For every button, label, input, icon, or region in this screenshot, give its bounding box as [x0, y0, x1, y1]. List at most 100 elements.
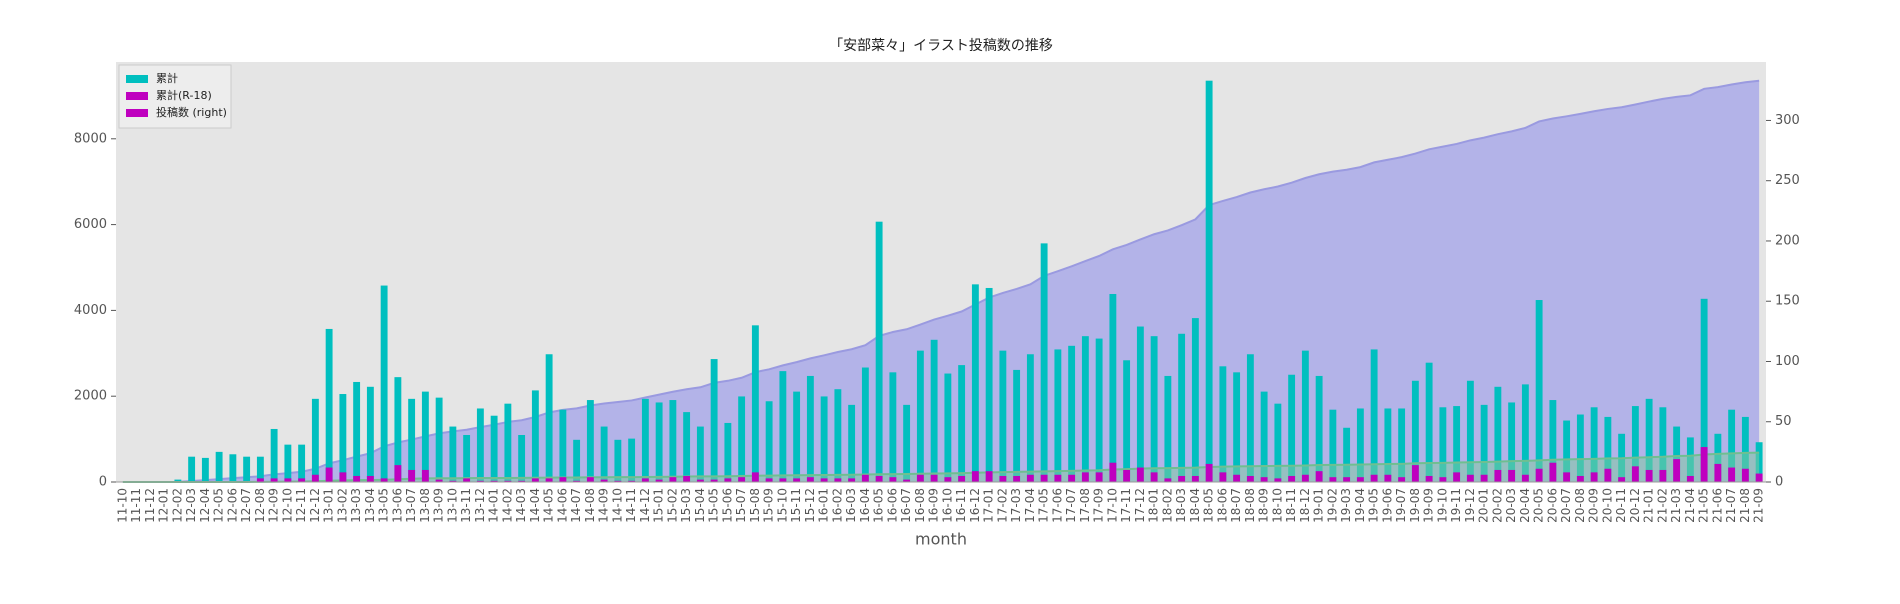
y-tick-label: 4000 [74, 303, 107, 318]
area-fill [122, 452, 1760, 482]
x-tick-label: 16-05 [872, 488, 886, 523]
x-tick-label: 17-03 [1009, 488, 1023, 523]
x-tick-label: 14-04 [528, 488, 542, 523]
x-tick-label: 13-06 [390, 488, 404, 523]
bar [490, 415, 498, 482]
bar [724, 422, 732, 482]
bar [421, 391, 429, 482]
bar [1673, 426, 1681, 482]
bar [1645, 398, 1653, 482]
x-tick-label: 15-11 [789, 488, 803, 523]
bar [1150, 336, 1158, 482]
bar [1301, 474, 1309, 482]
y-tick-label: 8000 [74, 131, 107, 146]
x-tick-label: 19-06 [1380, 488, 1394, 523]
bar [504, 480, 512, 482]
bar [600, 426, 608, 482]
bar [1191, 318, 1199, 482]
x-tick-label: 11-11 [129, 488, 143, 523]
bar [1508, 402, 1516, 482]
bar [738, 396, 746, 482]
x-tick-label: 13-08 [418, 488, 432, 523]
bar [641, 478, 649, 482]
x-tick-label: 15-02 [665, 488, 679, 523]
x-tick-label: 19-08 [1408, 488, 1422, 523]
x-tick-label: 21-02 [1655, 488, 1669, 523]
x-tick-label: 15-05 [707, 488, 721, 523]
bar [243, 456, 251, 482]
bar [1329, 409, 1337, 482]
bar [765, 401, 773, 482]
x-tick-label: 15-08 [748, 488, 762, 523]
bar [1563, 472, 1571, 482]
x-tick-label: 21-08 [1738, 488, 1752, 523]
x-tick-label: 20-08 [1573, 488, 1587, 523]
x-tick-label: 19-04 [1353, 488, 1367, 523]
bar [1315, 471, 1323, 482]
x-tick-label: 14-07 [569, 488, 583, 523]
bar [683, 475, 691, 482]
x-tick-label: 21-07 [1724, 488, 1738, 523]
bar [1466, 474, 1474, 482]
bar [573, 480, 581, 482]
bar [1659, 469, 1667, 482]
bar [1205, 80, 1213, 482]
bar [1618, 477, 1626, 482]
bar [1054, 474, 1062, 482]
bar [1425, 475, 1433, 482]
x-tick-label: 17-01 [982, 488, 996, 523]
bar [284, 444, 292, 482]
bar [518, 480, 526, 482]
x-tick-label: 20-02 [1490, 488, 1504, 523]
bar [806, 477, 814, 482]
bar [655, 479, 663, 482]
bar [1343, 477, 1351, 482]
legend-swatch [126, 92, 148, 100]
bar [1728, 409, 1736, 482]
bar [586, 477, 594, 482]
y2-tick-label: 300 [1775, 113, 1800, 128]
bar [683, 412, 691, 482]
bar [875, 475, 883, 482]
x-tick-label: 21-01 [1642, 488, 1656, 523]
bar [1219, 366, 1227, 482]
bar [738, 477, 746, 482]
bar [1549, 400, 1557, 482]
x-tick-label: 13-03 [349, 488, 363, 523]
x-tick-label: 16-02 [830, 488, 844, 523]
x-tick-label: 17-07 [1064, 488, 1078, 523]
bar [545, 354, 553, 482]
x-tick-label: 19-12 [1463, 488, 1477, 523]
x-tick-label: 16-11 [954, 488, 968, 523]
bar [724, 478, 732, 482]
x-tick-label: 20-06 [1545, 488, 1559, 523]
bar [1136, 467, 1144, 482]
x-tick-label: 15-07 [734, 488, 748, 523]
x-tick-label: 21-05 [1697, 488, 1711, 523]
bar [531, 478, 539, 482]
bar [848, 478, 856, 482]
x-tick-label: 16-09 [927, 488, 941, 523]
x-tick-label: 15-09 [762, 488, 776, 523]
bar [861, 367, 869, 482]
bar [1563, 420, 1571, 482]
x-tick-label: 18-08 [1243, 488, 1257, 523]
x-tick-label: 20-03 [1504, 488, 1518, 523]
bar [215, 451, 223, 482]
x-tick-label: 19-05 [1367, 488, 1381, 523]
bar [930, 339, 938, 482]
x-tick-label: 13-05 [377, 488, 391, 523]
bar [339, 472, 347, 482]
x-tick-label: 13-04 [363, 488, 377, 523]
bar [1040, 474, 1048, 482]
x-tick-label: 19-03 [1339, 488, 1353, 523]
bar [1714, 463, 1722, 482]
bar [284, 478, 292, 482]
bar [614, 480, 622, 482]
x-tick-label: 14-08 [583, 488, 597, 523]
bar [1274, 403, 1282, 482]
bar [1494, 386, 1502, 482]
bar [1123, 469, 1131, 482]
x-tick-label: 21-09 [1752, 488, 1766, 523]
bar [1164, 478, 1172, 482]
